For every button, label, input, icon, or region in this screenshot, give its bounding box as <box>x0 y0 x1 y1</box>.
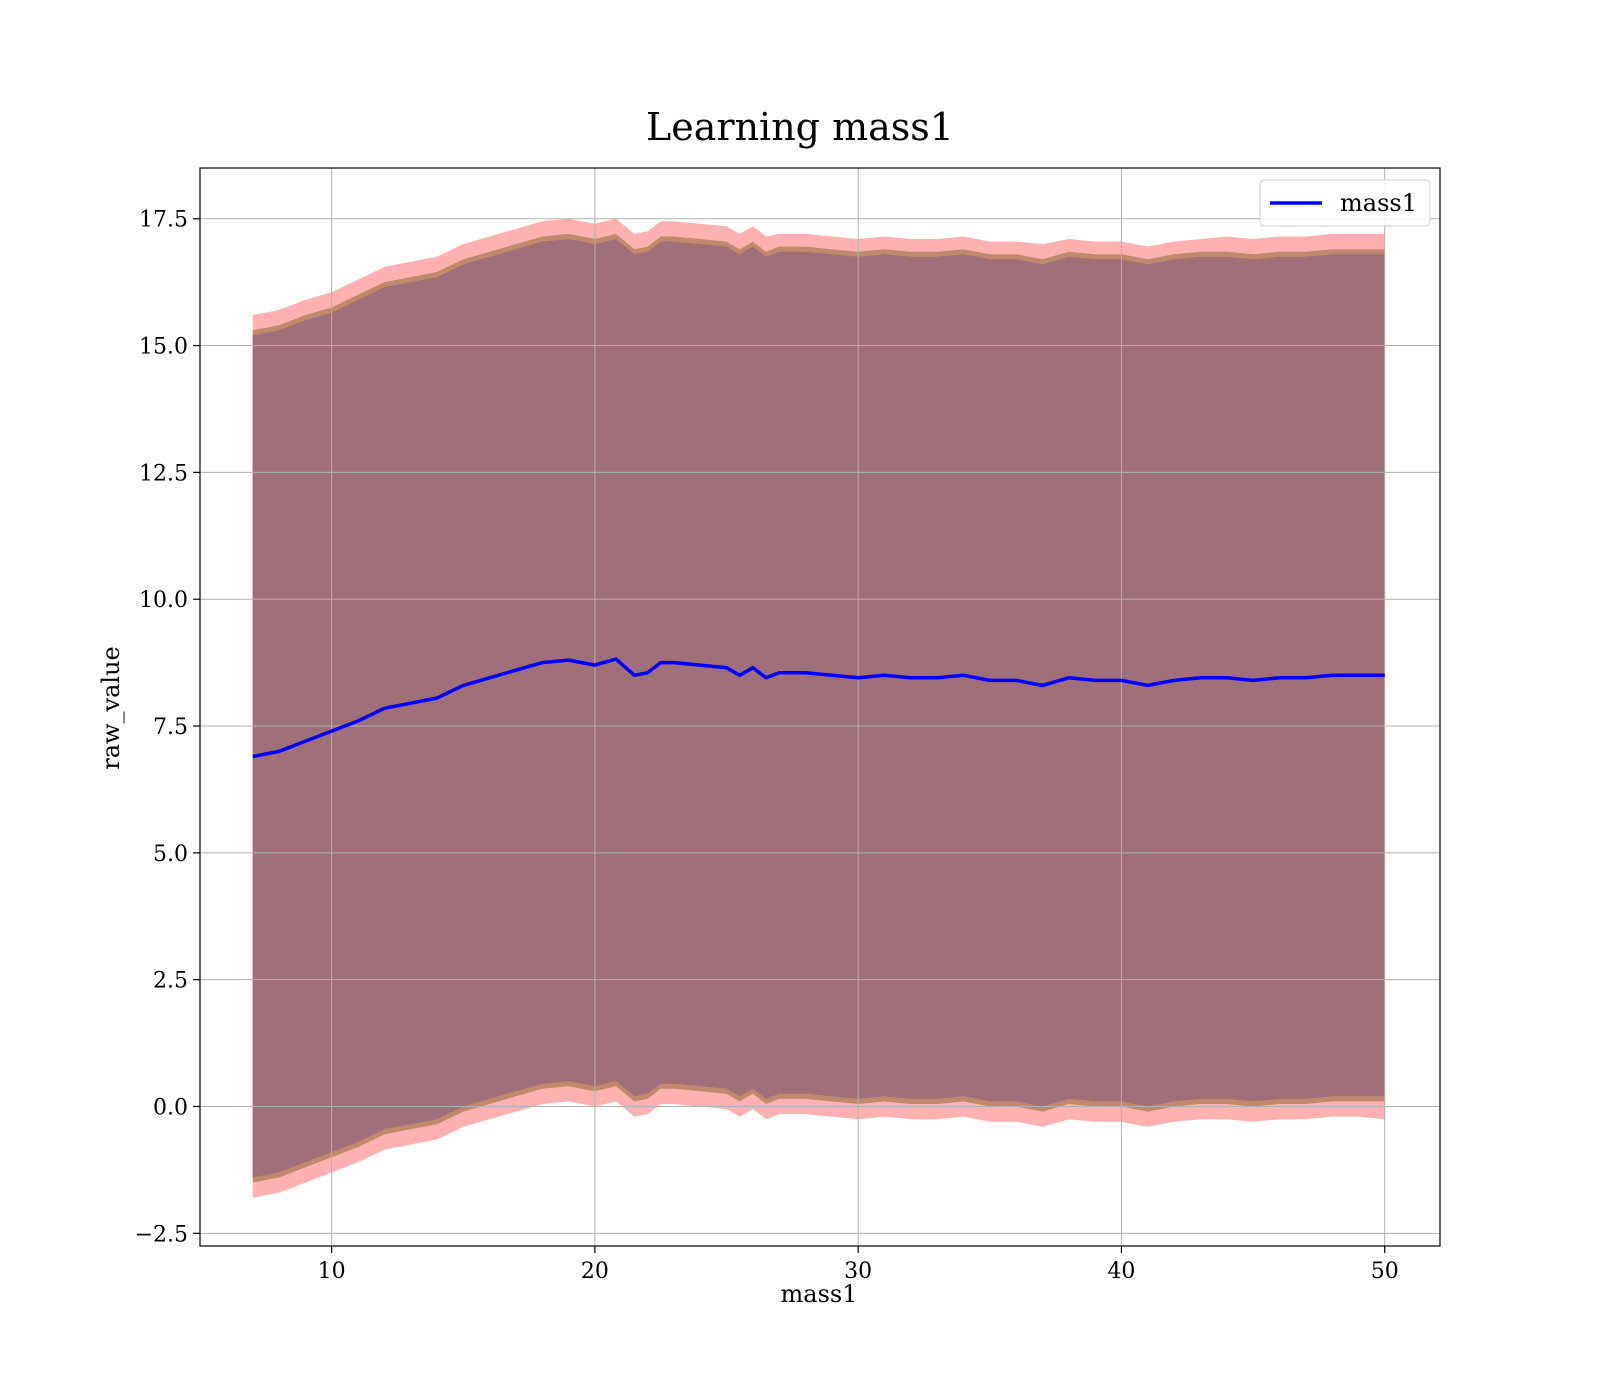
y-tick-label: 15.0 <box>139 335 188 360</box>
series-line-mass1 <box>252 657 1385 759</box>
legend: mass1 <box>1259 179 1431 227</box>
x-tick-label: 50 <box>1371 1259 1399 1284</box>
y-axis-label: raw_value <box>97 646 125 770</box>
x-tick-label: 30 <box>844 1259 872 1284</box>
y-tick-label: 0.0 <box>153 1095 188 1120</box>
legend-label: mass1 <box>1340 189 1417 217</box>
plot-area: 10 20 30 40 50 −2.5 0.0 2.5 5.0 7.5 10.0 12.5 15.0 17… <box>135 167 1441 1284</box>
y-tick-label: 12.5 <box>139 461 188 486</box>
axes-frame <box>199 167 1441 1247</box>
x-tick-label: 20 <box>581 1259 609 1284</box>
y-tick-label: 5.0 <box>153 842 188 867</box>
x-tick-label: 40 <box>1107 1259 1135 1284</box>
y-tick-label: 17.5 <box>139 208 188 233</box>
x-tick-label: 10 <box>318 1259 346 1284</box>
chart-title: Learning mass1 <box>646 105 954 149</box>
band-inner <box>252 239 1385 1178</box>
y-tick-label: 7.5 <box>153 715 188 740</box>
legend-box <box>1259 179 1431 227</box>
x-axis-label: mass1 <box>781 1280 858 1308</box>
y-tick-label: 2.5 <box>153 969 188 994</box>
y-tick-label: −2.5 <box>135 1222 188 1247</box>
y-tick-label: 10.0 <box>139 588 188 613</box>
